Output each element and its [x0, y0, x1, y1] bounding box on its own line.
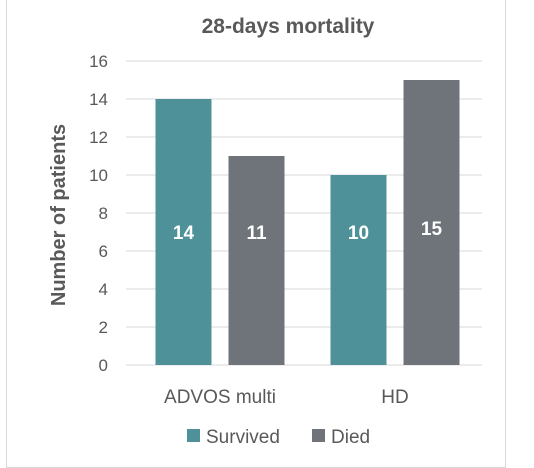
chart-title: 28-days mortality	[202, 15, 375, 38]
bar-died	[403, 80, 460, 365]
x-tick-label: HD	[381, 387, 408, 408]
legend-swatch-died	[312, 429, 325, 442]
data-label: 15	[421, 219, 443, 240]
y-tick-label: 8	[99, 204, 108, 223]
y-tick-label: 0	[99, 356, 108, 375]
bar-survived	[330, 175, 387, 365]
data-label: 10	[348, 223, 369, 244]
x-tick-label: ADVOS multi	[164, 387, 276, 408]
legend-label-died: Died	[331, 427, 370, 448]
y-tick-label: 14	[89, 90, 108, 109]
y-tick-label: 4	[99, 280, 108, 299]
data-labels: 14 11 10 15	[173, 219, 443, 244]
legend: Survived Died	[187, 427, 370, 448]
legend-label-survived: Survived	[206, 427, 280, 448]
y-tick-label: 16	[89, 52, 108, 71]
data-label: 11	[246, 223, 267, 244]
bars	[155, 80, 460, 365]
y-tick-label: 10	[89, 166, 108, 185]
bar-died	[228, 156, 285, 365]
y-tick-label: 12	[89, 128, 108, 147]
data-label: 14	[173, 223, 195, 244]
x-axis-ticks: ADVOS multi HD	[164, 387, 409, 408]
bar-survived	[155, 99, 212, 365]
legend-swatch-survived	[187, 429, 200, 442]
y-tick-label: 6	[99, 242, 108, 261]
y-axis-ticks: 0 2 4 6 8 10 12 14 16	[89, 52, 108, 375]
y-axis-label: Number of patients	[48, 124, 70, 306]
y-tick-label: 2	[99, 318, 108, 337]
